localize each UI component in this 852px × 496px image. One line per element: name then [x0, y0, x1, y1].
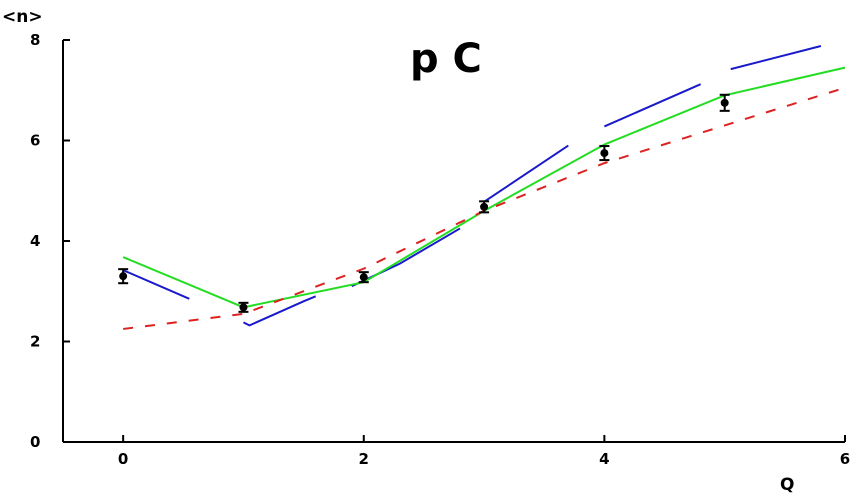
blue-curve-segment	[603, 83, 702, 128]
x-tick-label: 6	[840, 450, 850, 468]
x-axis-label: Q	[780, 475, 794, 495]
data-point	[600, 149, 609, 158]
blue-curve-segment	[483, 144, 569, 203]
y-tick-label: 2	[30, 333, 40, 351]
y-tick-label: 6	[30, 132, 40, 150]
y-axis-label: <n>	[2, 7, 43, 27]
data-point	[119, 272, 128, 281]
blue-curve-segment	[122, 269, 190, 300]
data-points-layer	[118, 93, 730, 313]
x-tick-label: 0	[118, 450, 128, 468]
data-point	[720, 98, 729, 107]
green-curve	[122, 66, 846, 309]
data-point	[480, 202, 489, 211]
blue-curve-segment	[730, 45, 822, 71]
chart-title: p C	[410, 36, 482, 82]
blue-curve-segment	[243, 295, 317, 327]
x-tick-label: 2	[359, 450, 369, 468]
x-tick-label: 4	[599, 450, 609, 468]
y-tick-label: 4	[30, 232, 40, 250]
series-layer	[122, 45, 846, 330]
y-tick-label: 0	[30, 433, 40, 451]
y-tick-label: 8	[30, 31, 40, 49]
data-point	[359, 273, 368, 282]
tick-group: 0 2 4 6 0 2 4 6 8	[30, 31, 850, 468]
data-point	[239, 303, 248, 312]
